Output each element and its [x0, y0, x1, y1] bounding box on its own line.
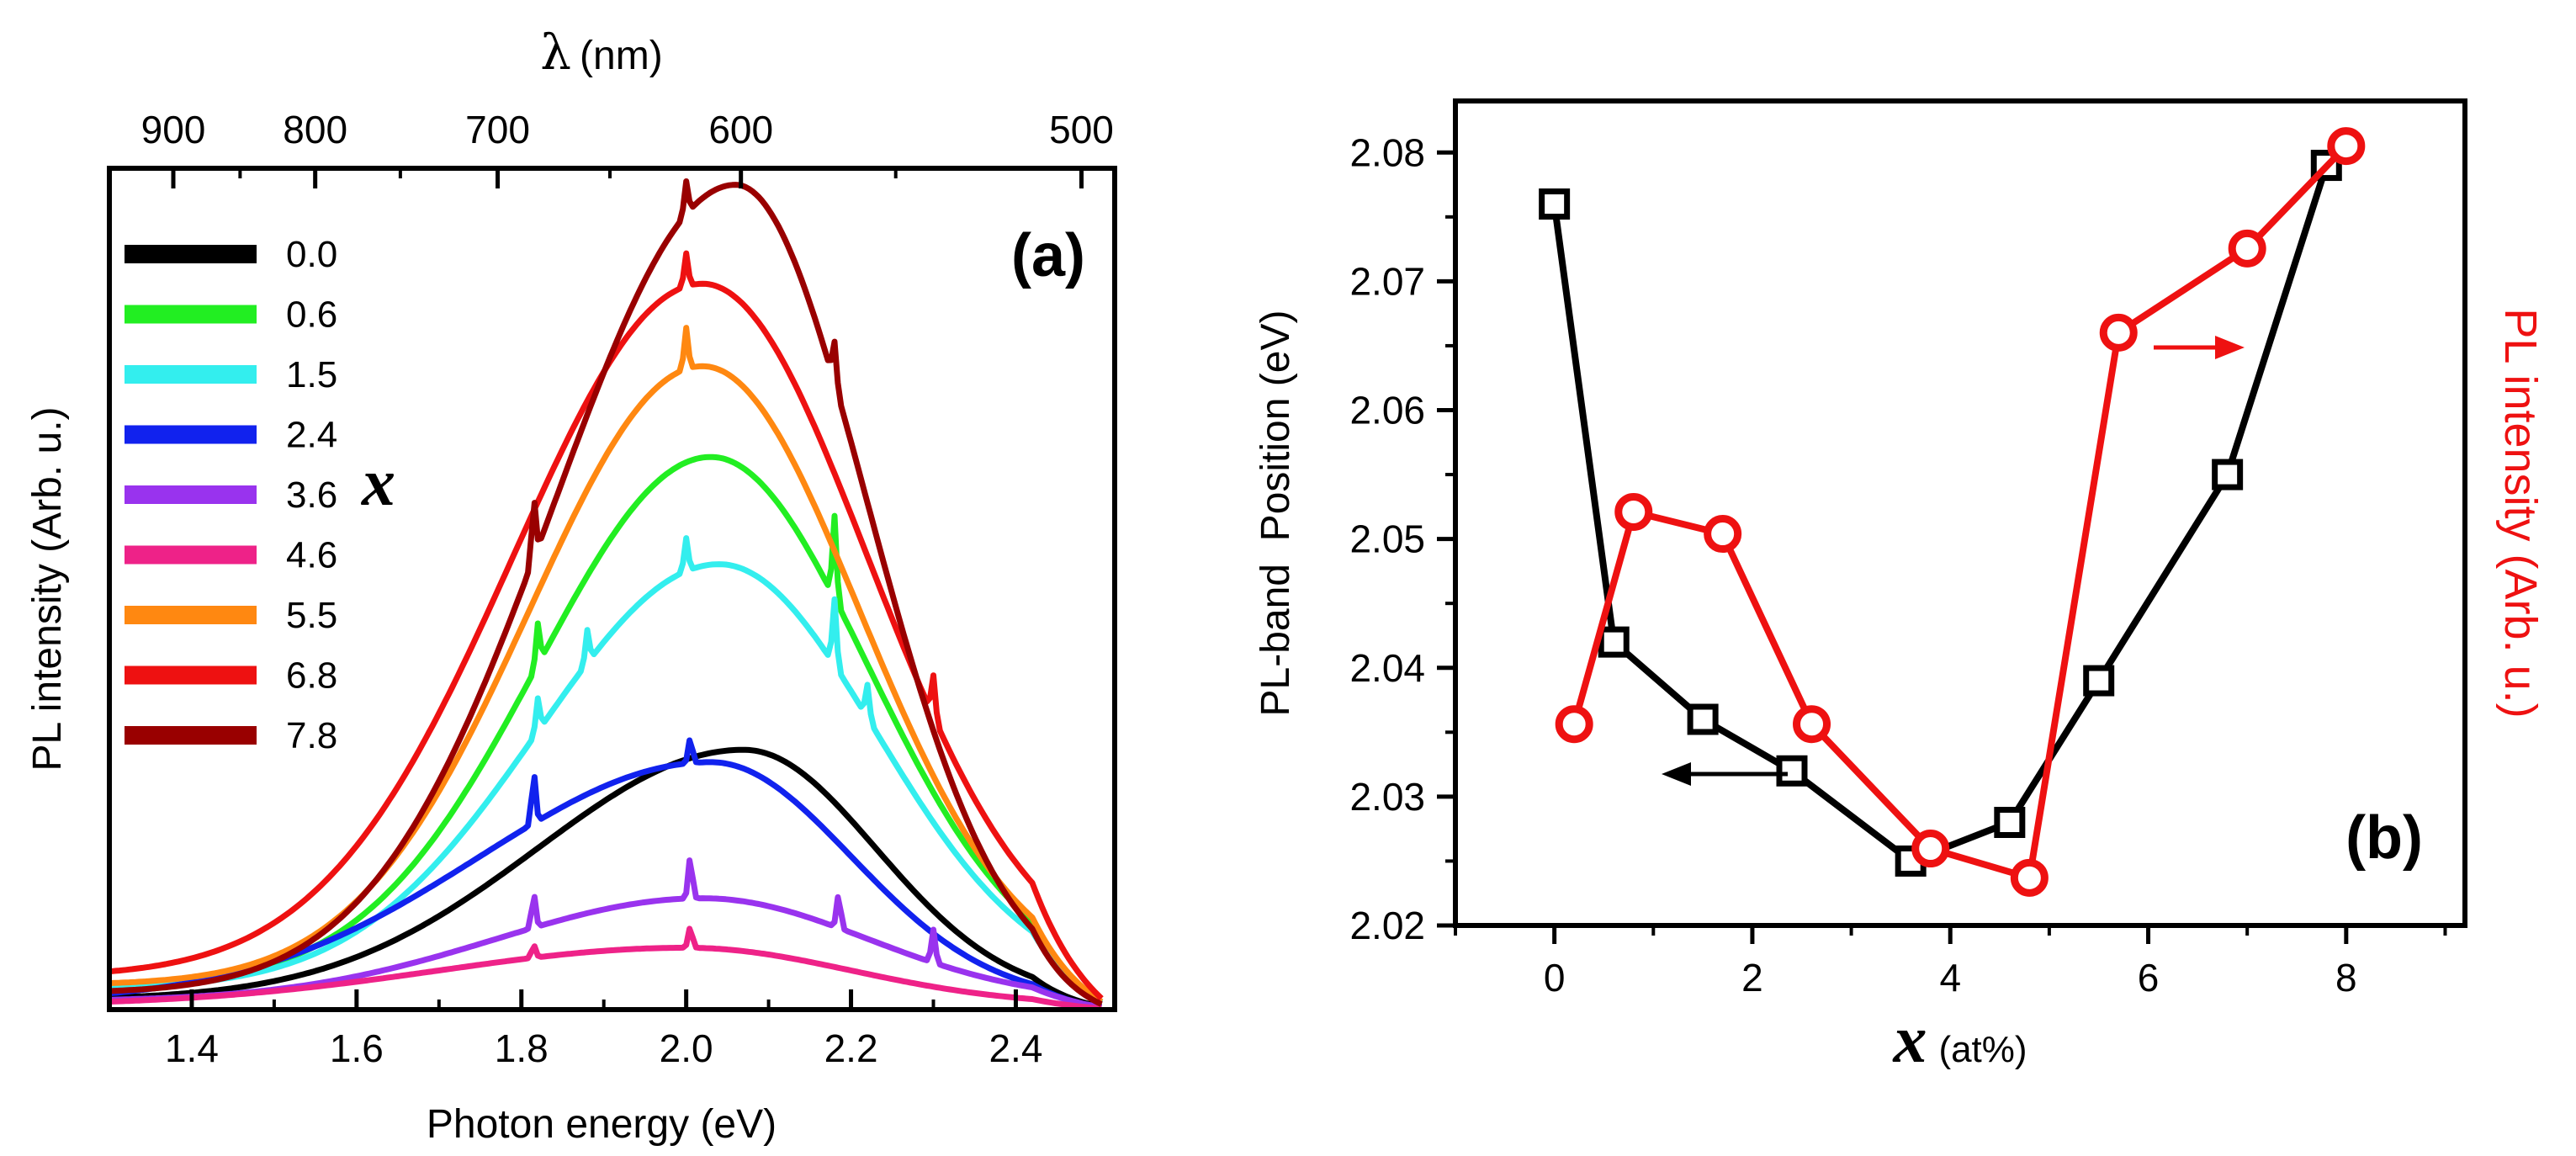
x-tick-label: 2.0: [660, 1026, 713, 1070]
panel-a-top-axis-title: λ (nm): [540, 24, 662, 81]
intensity-marker: [1911, 830, 1950, 868]
left-axis-arrow: [1662, 762, 1788, 786]
b-y-tick-label: 2.02: [1349, 904, 1425, 947]
panel-a-x-axis: 1.4 1.6 1.8 2.0 2.2 2.4: [108, 989, 1042, 1070]
intensity-marker: [2228, 229, 2266, 268]
top-tick-label: 600: [708, 108, 773, 151]
x-tick-label: 1.6: [330, 1026, 384, 1070]
panel-a-x-axis-title: Photon energy (eV): [427, 1102, 777, 1147]
panel-a-chart: 1.4 1.6 1.8 2.0 2.2 2.4 900 800 700 600 500 0.00.…: [25, 24, 1117, 1147]
position-marker: [2212, 459, 2244, 491]
legend-label-2.4: 2.4: [286, 415, 337, 456]
b-y-tick-label: 2.05: [1349, 517, 1425, 561]
right-axis-arrow: [2154, 336, 2245, 359]
legend-label-6.8: 6.8: [286, 655, 337, 697]
intensity-marker: [1555, 705, 1593, 744]
panel-a-legend: 0.0 0.6 1.5 2.4 3.6 4.6 5.5 6.8 7.8 x: [125, 234, 395, 756]
intensity-marker: [2010, 858, 2049, 897]
top-tick-label: 900: [141, 108, 206, 151]
legend-label-0.6: 0.6: [286, 294, 337, 336]
position-marker: [1687, 703, 1719, 735]
x-symbol: x: [1892, 1003, 1927, 1077]
position-marker: [1539, 188, 1571, 220]
b-y-tick-label: 2.04: [1349, 646, 1425, 690]
panel-b-x-axis-title: x (at%): [1892, 1003, 2027, 1077]
b-x-tick-label: 6: [2138, 956, 2160, 1000]
panel-b-chart: 0 2 4 6 8 2.02 2.03 2.04 2.05 2.06 2.07 2.08 PL-ban…: [1254, 98, 2546, 1077]
position-marker: [2083, 665, 2115, 697]
intensity-marker: [2327, 127, 2366, 166]
panel-b-series-group: [1539, 127, 2366, 897]
b-x-tick-label: 0: [1544, 956, 1566, 1000]
position-marker: [1994, 807, 2026, 838]
b-y-tick-label: 2.06: [1349, 389, 1425, 432]
panel-b-plot-frame: [1453, 98, 2467, 928]
b-y-tick-label: 2.03: [1349, 775, 1425, 819]
pl-spectrum-x-7.8: [109, 178, 1103, 1007]
panel-a-y-axis-title: PL intensity (Arb. u.): [25, 406, 70, 771]
legend-label-7.8: 7.8: [286, 715, 337, 756]
panel-a-series-group: [109, 178, 1104, 1012]
pl-spectrum-x-5.5: [109, 325, 1104, 1005]
b-y-tick-label: 2.07: [1349, 259, 1425, 303]
x-tick-label: 2.4: [989, 1026, 1042, 1070]
legend-label-1.5: 1.5: [286, 354, 337, 395]
panel-b-y-axis-title: PL-band Position (eV): [1254, 310, 1298, 717]
legend-label-5.5: 5.5: [286, 595, 337, 636]
top-axis-unit: (nm): [580, 34, 663, 78]
position-marker: [1776, 755, 1808, 787]
x-unit: (at%): [1938, 1029, 2027, 1070]
panel-a-plot-frame: [107, 166, 1117, 1012]
panel-b-label: (b): [2345, 804, 2423, 872]
panel-a-label: (a): [1011, 222, 1085, 289]
x-tick-label: 2.2: [824, 1026, 878, 1070]
x-tick-label: 1.8: [495, 1026, 549, 1070]
panel-b-axes: 0 2 4 6 8 2.02 2.03 2.04 2.05 2.06 2.07 2.08: [1349, 130, 2447, 1000]
legend-label-4.6: 4.6: [286, 535, 337, 576]
b-x-tick-label: 4: [1939, 956, 1961, 1000]
pl-spectrum-x-0.6: [109, 453, 1104, 1005]
b-y-tick-label: 2.08: [1349, 130, 1425, 174]
intensity-marker: [1793, 705, 1831, 744]
intensity-marker: [2099, 313, 2138, 352]
pl-spectrum-x-1.5: [109, 535, 1104, 1006]
panel-a-top-axis: 900 800 700 600 500: [141, 108, 1114, 188]
x-tick-label: 1.4: [165, 1026, 219, 1070]
legend-title: x: [361, 446, 395, 520]
legend-label-3.6: 3.6: [286, 475, 337, 516]
lambda-symbol: λ: [540, 24, 571, 81]
pl-spectrum-x-0.0: [109, 746, 1103, 1010]
b-x-tick-label: 8: [2335, 956, 2357, 1000]
position-marker: [1598, 626, 1630, 658]
top-tick-label: 500: [1049, 108, 1114, 151]
legend-label-0.0: 0.0: [286, 234, 337, 275]
top-tick-label: 800: [283, 108, 347, 151]
top-tick-label: 700: [465, 108, 530, 151]
panel-b-right-y-axis-title: PL intensity (Arb. u.): [2495, 308, 2546, 718]
pl-spectrum-x-4.6: [109, 925, 1102, 1012]
intensity-marker: [1614, 492, 1653, 531]
intensity-marker: [1704, 515, 1742, 554]
b-x-tick-label: 2: [1741, 956, 1763, 1000]
